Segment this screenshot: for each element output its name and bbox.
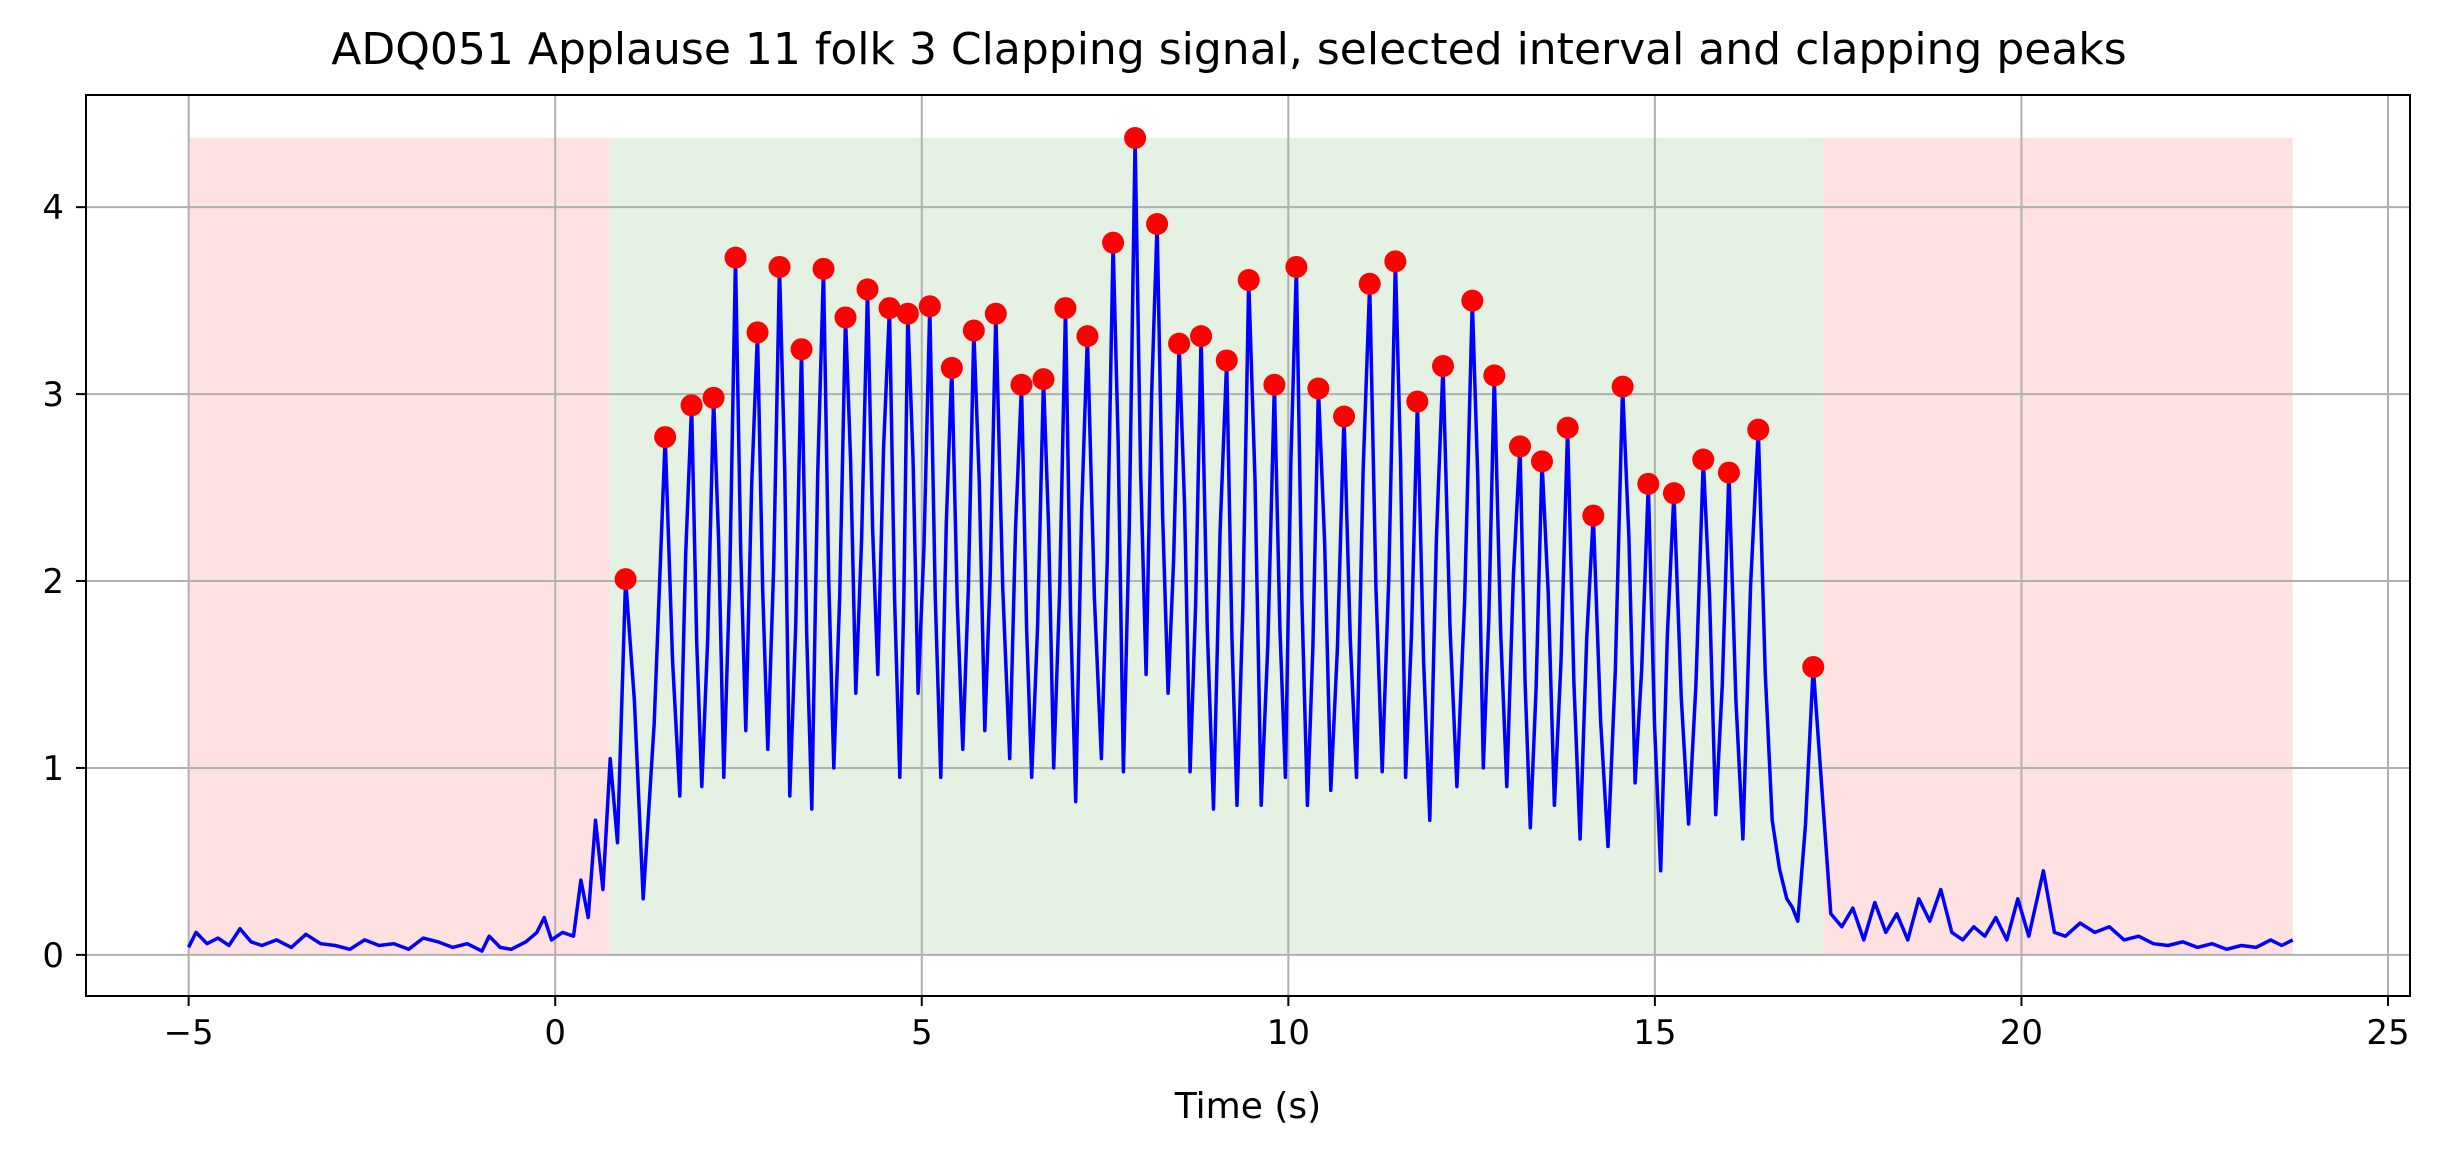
clapping-signal-line	[187, 136, 2294, 953]
clapping-peak-point	[614, 568, 637, 591]
clapping-peak-point	[1461, 289, 1484, 312]
x-tick-label: 10	[1267, 1013, 1310, 1053]
x-tick-label: 5	[911, 1013, 933, 1053]
clapping-peak-point	[1432, 355, 1455, 378]
clapping-peak-point	[1054, 297, 1077, 320]
interval-bands	[188, 137, 2293, 955]
x-tick-label: 25	[2366, 1013, 2409, 1053]
clapping-peak-point	[1237, 269, 1260, 292]
clapping-peak-point	[1611, 375, 1634, 398]
clapping-peak-point	[1032, 368, 1055, 391]
clapping-peak-point	[1076, 325, 1099, 348]
x-tick-label: 20	[2000, 1013, 2043, 1053]
clapping-peak-point	[768, 255, 791, 278]
clapping-peak-point	[1168, 332, 1191, 355]
y-tick-label: 2	[42, 562, 64, 602]
y-tick-label: 1	[42, 749, 64, 789]
clapping-peak-point	[680, 394, 703, 417]
clapping-peak-point	[1102, 231, 1125, 254]
excluded-interval-band-2	[1823, 137, 2293, 955]
clapping-peak-point	[1333, 405, 1356, 428]
clapping-peak-point	[896, 302, 919, 325]
clapping-peak-point	[1010, 373, 1033, 396]
x-tick-label: 0	[544, 1013, 566, 1053]
x-tick-label: 15	[1633, 1013, 1676, 1053]
y-tick-label: 0	[42, 936, 64, 976]
clapping-peak-point	[1358, 272, 1381, 295]
clapping-peak-point	[1582, 504, 1605, 527]
clapping-peak-point	[878, 297, 901, 320]
clapping-peak-point	[1263, 373, 1286, 396]
clapping-peak-point	[1406, 390, 1429, 413]
peak-markers	[614, 126, 1825, 679]
grid-lines	[86, 95, 2410, 996]
clapping-peak-point	[834, 306, 857, 329]
clapping-peak-point	[1802, 656, 1825, 679]
chart-title: ADQ051 Applause 11 folk 3 Clapping signa…	[331, 24, 2126, 75]
clapping-peak-point	[790, 338, 813, 361]
y-tick-label: 3	[42, 375, 64, 415]
clapping-peak-point	[1637, 472, 1660, 495]
clapping-peak-point	[702, 386, 725, 409]
clapping-peak-point	[1508, 435, 1531, 458]
clapping-peak-point	[724, 246, 747, 269]
axis-ticks: −5 0 5 10 15 20 25 0 1 2 3 4	[42, 188, 2409, 1053]
series-layer	[187, 136, 2294, 953]
clapping-peak-point	[856, 278, 879, 301]
clapping-peak-point	[1384, 250, 1407, 273]
clapping-peak-point	[1146, 212, 1169, 235]
y-tick-label: 4	[42, 188, 64, 228]
clapping-peak-point	[1717, 461, 1740, 484]
clapping-peak-point	[1215, 349, 1238, 372]
clapping-peak-point	[1662, 482, 1685, 505]
clapping-peak-point	[1285, 255, 1308, 278]
clapping-peak-point	[1747, 418, 1770, 441]
clapping-peak-point	[1307, 377, 1330, 400]
clapping-peak-point	[654, 426, 677, 449]
excluded-interval-band-0	[188, 137, 611, 955]
clapping-peak-point	[918, 295, 941, 318]
clapping-peak-point	[1556, 416, 1579, 439]
plot-frame	[85, 94, 2411, 997]
clapping-peak-point	[984, 302, 1007, 325]
clapping-peak-point	[962, 319, 985, 342]
selected-interval-band-1	[610, 137, 1824, 955]
clapping-peak-point	[1530, 450, 1553, 473]
clapping-peak-point	[1190, 325, 1213, 348]
clapping-peak-point	[1124, 126, 1147, 149]
clapping-peak-point	[1483, 364, 1506, 387]
x-tick-label: −5	[164, 1013, 214, 1053]
clapping-peak-point	[812, 257, 835, 280]
x-axis-label: Time (s)	[1174, 1086, 1321, 1127]
clapping-peak-point	[746, 321, 769, 344]
clapping-peak-point	[1692, 448, 1715, 471]
clapping-peak-point	[940, 356, 963, 379]
